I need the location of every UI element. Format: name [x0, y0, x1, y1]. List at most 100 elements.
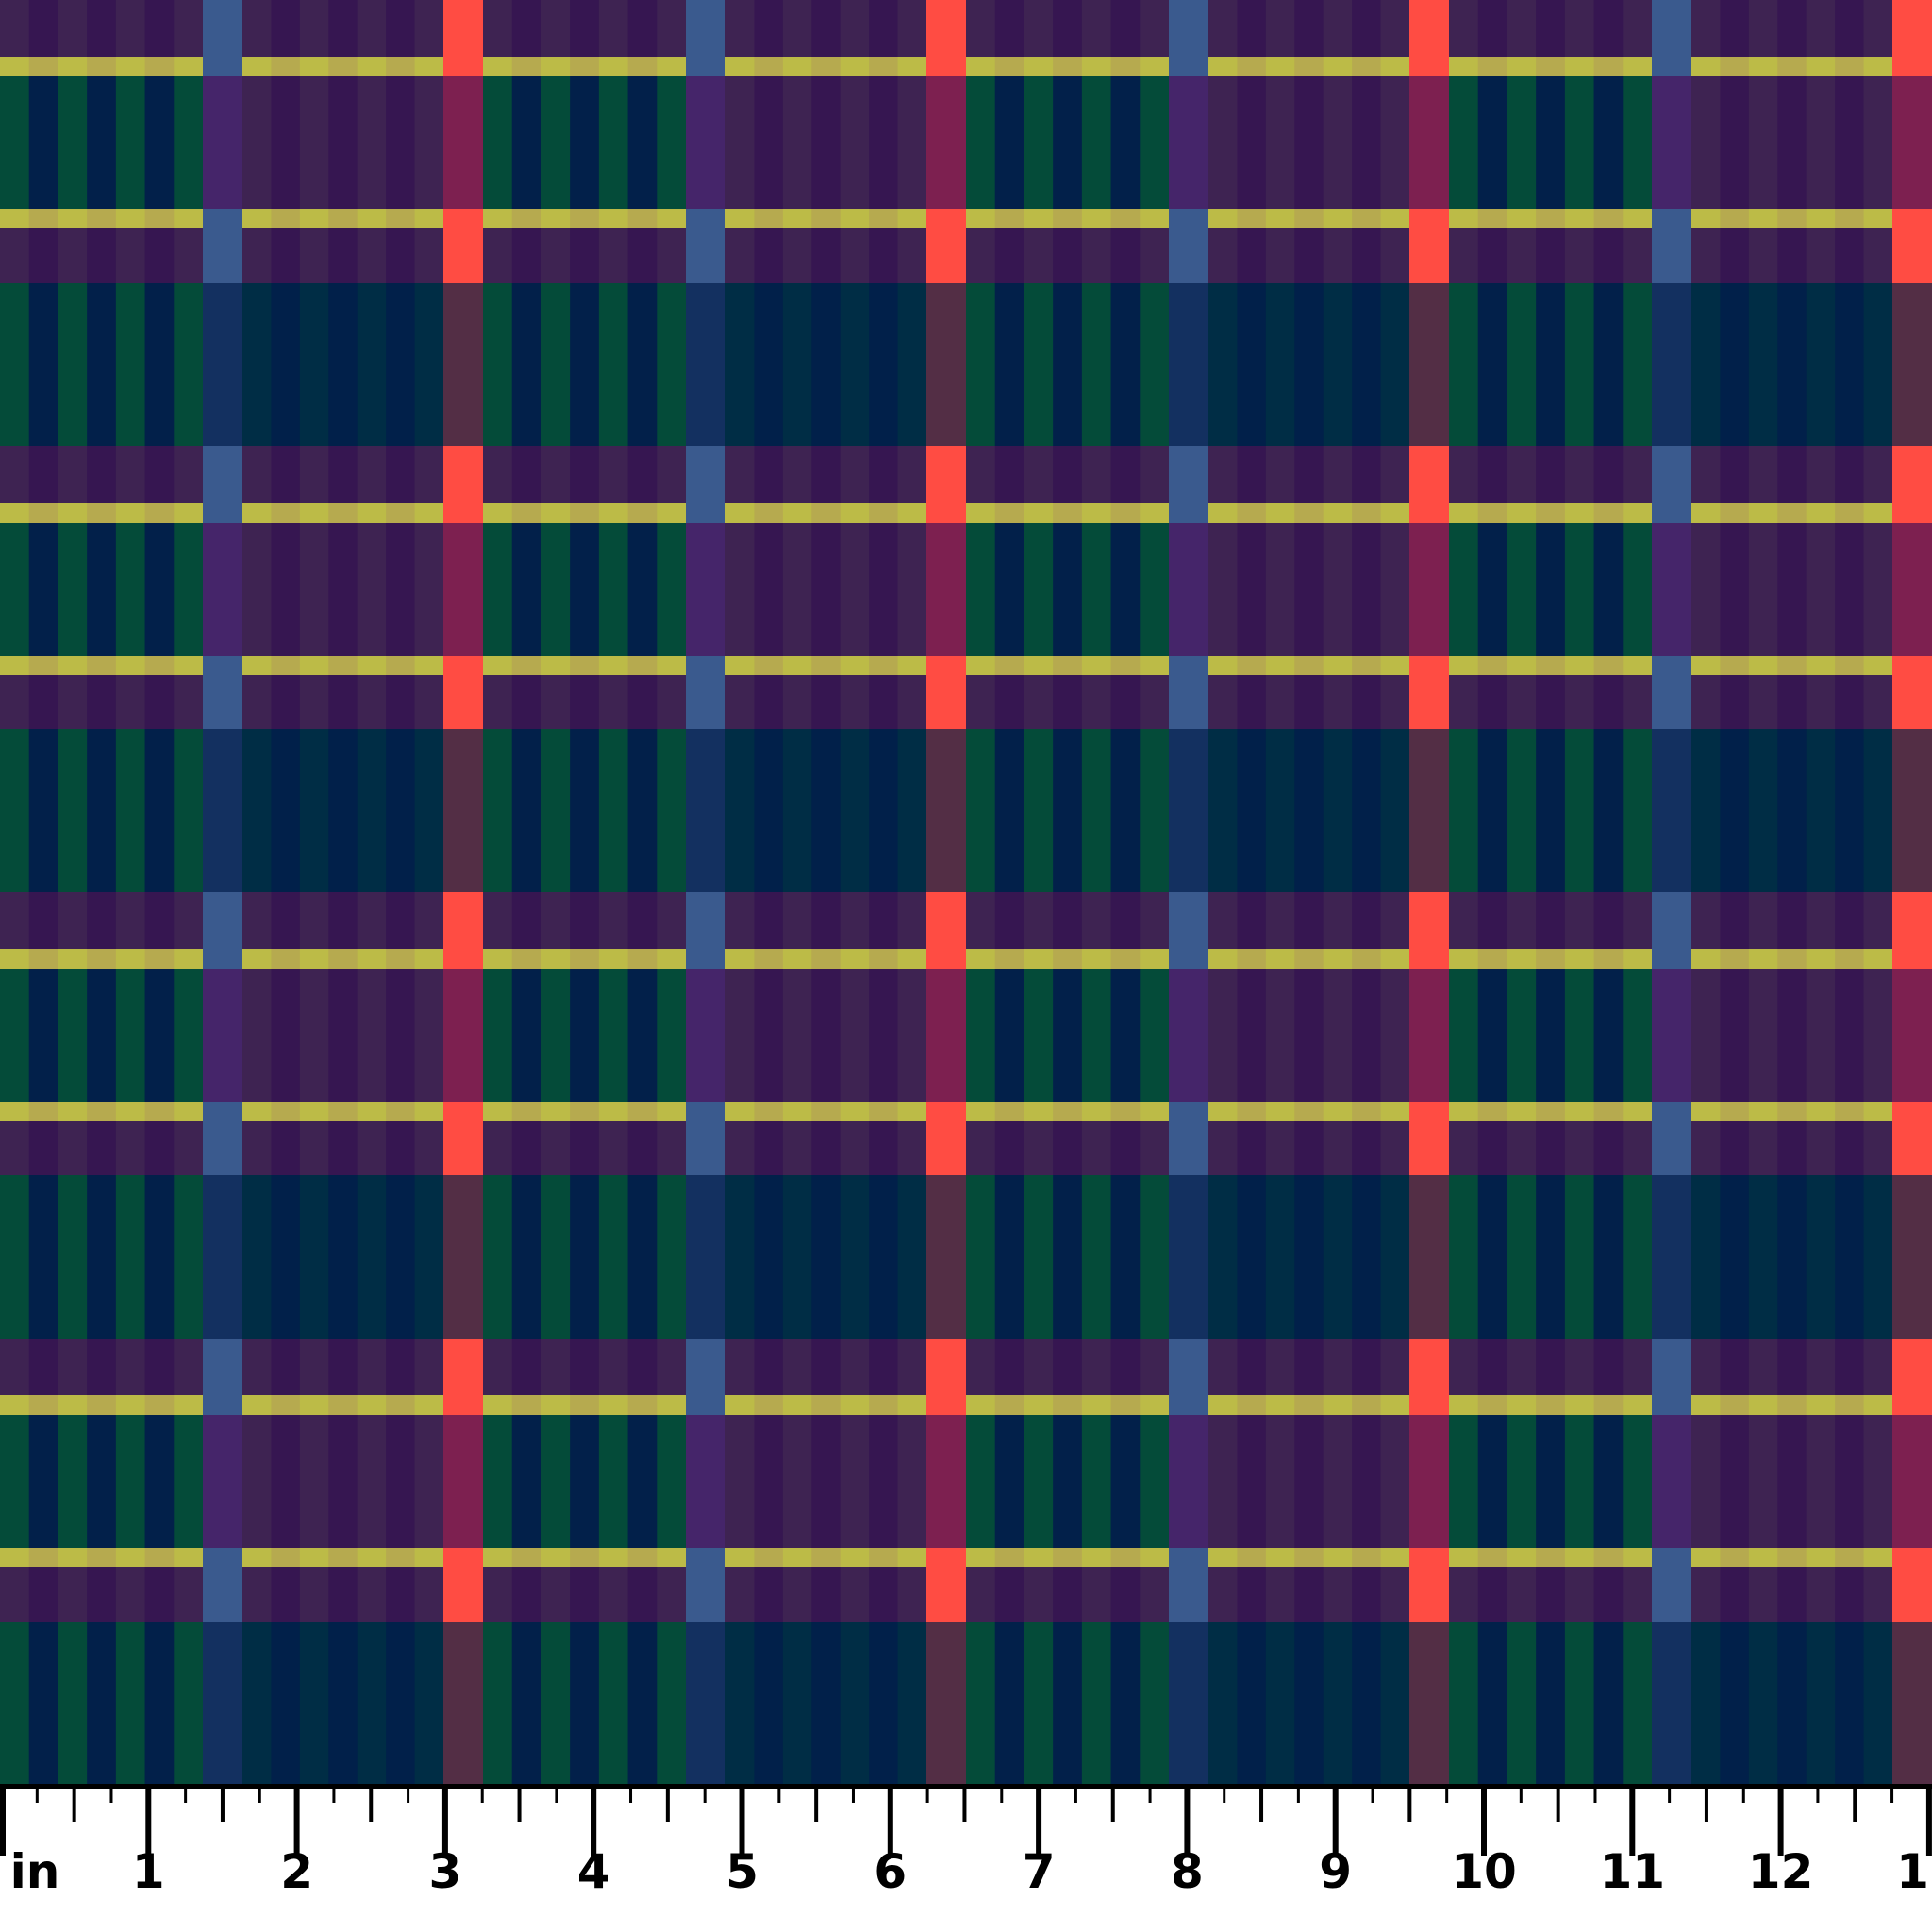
- plaid-cell: [926, 503, 967, 524]
- plaid-cell: [1835, 1622, 1865, 1784]
- plaid-cell: [386, 1395, 416, 1416]
- plaid-cell: [386, 1175, 416, 1340]
- plaid-cell: [1237, 1175, 1267, 1340]
- plaid-cell: [725, 283, 756, 447]
- plaid-cell: [1536, 76, 1566, 210]
- plaid-cell: [1352, 1395, 1382, 1416]
- plaid-cell: [242, 1121, 273, 1176]
- plaid-cell: [328, 76, 358, 210]
- plaid-cell: [144, 1339, 175, 1396]
- plaid-cell: [1863, 446, 1893, 504]
- plaid-cell: [686, 729, 726, 893]
- plaid-cell: [1806, 1121, 1836, 1176]
- plaid-cell: [1265, 57, 1295, 77]
- plaid-cell: [1863, 949, 1893, 970]
- ruler-inch-tick: [739, 1784, 745, 1856]
- plaid-cell: [1623, 209, 1653, 229]
- plaid-cell: [386, 228, 416, 284]
- plaid-cell: [0, 1102, 30, 1122]
- plaid-cell: [1892, 892, 1932, 950]
- plaid-cell: [1380, 1622, 1410, 1784]
- plaid-cell: [598, 1622, 629, 1784]
- plaid-cell: [443, 729, 484, 893]
- plaid-cell: [414, 1102, 444, 1122]
- plaid-cell: [1593, 1548, 1624, 1568]
- plaid-cell: [1777, 949, 1807, 970]
- plaid-cell: [357, 228, 387, 284]
- plaid-cell: [1536, 1395, 1566, 1416]
- plaid-cell: [1024, 283, 1054, 447]
- plaid-cell: [328, 446, 358, 504]
- ruler-label: 3: [428, 1844, 462, 1899]
- plaid-cell: [414, 209, 444, 229]
- plaid-cell: [357, 656, 387, 675]
- plaid-cell: [754, 969, 784, 1103]
- plaid-cell: [782, 503, 812, 524]
- ruler-quarter-tick: [1296, 1784, 1300, 1803]
- plaid-cell: [1081, 57, 1112, 77]
- plaid-cell: [1835, 283, 1865, 447]
- plaid-cell: [1593, 1567, 1624, 1623]
- plaid-cell: [1208, 1567, 1239, 1623]
- plaid-cell: [840, 1415, 870, 1549]
- plaid-cell: [1777, 523, 1807, 657]
- plaid-cell: [598, 1395, 629, 1416]
- plaid-cell: [242, 1548, 273, 1568]
- plaid-cell: [1449, 228, 1479, 284]
- plaid-cell: [897, 1622, 927, 1784]
- plaid-cell: [1237, 503, 1267, 524]
- plaid-cell: [1265, 969, 1295, 1103]
- plaid-cell: [1409, 523, 1450, 657]
- plaid-cell: [0, 1622, 30, 1784]
- plaid-cell: [28, 656, 59, 675]
- plaid-cell: [203, 1121, 243, 1176]
- plaid-cell: [1691, 1339, 1722, 1396]
- ruler-quarter-tick: [1890, 1784, 1894, 1803]
- plaid-cell: [511, 969, 542, 1103]
- plaid-cell: [782, 209, 812, 229]
- plaid-cell: [1593, 675, 1624, 730]
- plaid-cell: [1081, 228, 1112, 284]
- plaid-cell: [1024, 446, 1054, 504]
- plaid-cell: [1720, 1175, 1750, 1340]
- plaid-cell: [1748, 1415, 1778, 1549]
- ruler-inch-tick: [1481, 1784, 1487, 1856]
- plaid-cell: [1564, 1121, 1595, 1176]
- plaid-cell: [725, 1121, 756, 1176]
- plaid-cell: [443, 656, 484, 675]
- plaid-cell: [926, 523, 967, 657]
- plaid-cell: [1294, 656, 1324, 675]
- plaid-cell: [966, 283, 996, 447]
- plaid-cell: [1652, 1622, 1692, 1784]
- plaid-cell: [1691, 503, 1722, 524]
- plaid-cell: [1081, 1102, 1112, 1122]
- plaid-cell: [1863, 1175, 1893, 1340]
- plaid-cell: [1652, 969, 1692, 1103]
- plaid-cell: [1352, 949, 1382, 970]
- plaid-cell: [1536, 1175, 1566, 1340]
- plaid-cell: [1892, 209, 1932, 229]
- plaid-cell: [1380, 892, 1410, 950]
- plaid-cell: [1352, 675, 1382, 730]
- plaid-cell: [811, 76, 841, 210]
- plaid-cell: [627, 283, 658, 447]
- plaid-cell: [386, 1548, 416, 1568]
- plaid-cell: [115, 1567, 146, 1623]
- ruler-label: 5: [725, 1844, 758, 1899]
- plaid-cell: [1237, 228, 1267, 284]
- plaid-cell: [1835, 1415, 1865, 1549]
- plaid-cell: [1536, 1415, 1566, 1549]
- plaid-cell: [203, 1548, 243, 1568]
- plaid-cell: [87, 209, 117, 229]
- plaid-cell: [1507, 503, 1537, 524]
- plaid-cell: [811, 1415, 841, 1549]
- plaid-cell: [1294, 76, 1324, 210]
- plaid-cell: [1806, 446, 1836, 504]
- plaid-cell: [994, 1395, 1025, 1416]
- plaid-cell: [754, 729, 784, 893]
- plaid-cell: [271, 949, 301, 970]
- plaid-cell: [840, 656, 870, 675]
- plaid-cell: [1477, 1567, 1508, 1623]
- plaid-cell: [570, 446, 600, 504]
- plaid-cell: [1294, 1175, 1324, 1340]
